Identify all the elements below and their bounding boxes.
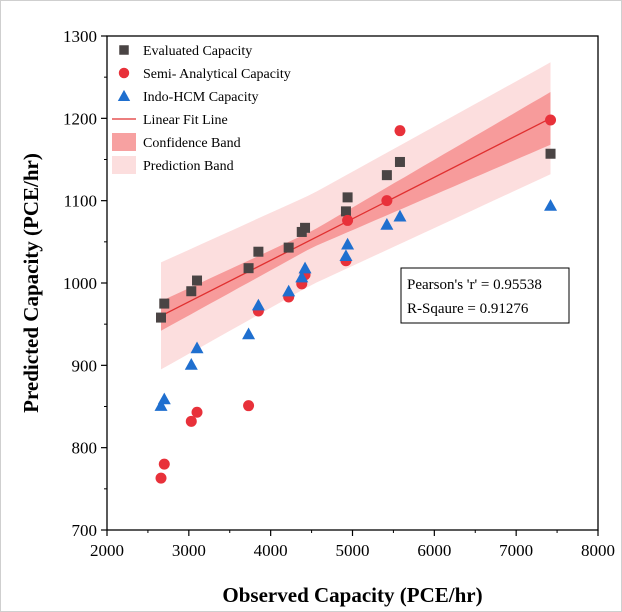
data-point-triangle	[190, 341, 204, 354]
data-point-circle	[191, 406, 203, 418]
legend-evaluated-capacity: Evaluated Capacity	[119, 44, 252, 59]
x-tick-label: 2000	[90, 541, 124, 560]
data-point-triangle	[282, 284, 296, 297]
y-tick-label: 800	[72, 439, 98, 458]
data-point-triangle	[544, 199, 558, 211]
data-point-square	[342, 192, 353, 203]
data-points-layer	[154, 114, 558, 484]
x-tick-label: 4000	[254, 541, 288, 560]
x-tick-label: 8000	[581, 541, 615, 560]
data-point-triangle	[242, 327, 256, 340]
legend-symbol	[119, 45, 129, 55]
x-axis-title: Observed Capacity (PCE/hr)	[222, 583, 482, 607]
legend-symbol	[117, 89, 131, 101]
data-point-circle	[394, 125, 406, 137]
legend-linear-fit-line: Linear Fit Line	[112, 113, 228, 128]
legend-semi-analytical-capacity: Semi- Analytical Capacity	[118, 67, 291, 82]
legend-label: Linear Fit Line	[143, 113, 228, 128]
data-point-square	[159, 298, 170, 309]
legend-label: Prediction Band	[143, 159, 234, 174]
data-point-triangle	[184, 358, 198, 370]
data-point-square	[283, 242, 294, 253]
y-axis-ticks: 700 800 900 1000 1100 1200 1300	[63, 27, 107, 540]
data-point-circle	[342, 214, 354, 226]
linear-fit-line	[160, 117, 551, 317]
y-tick-label: 1000	[63, 274, 97, 293]
legend-label: Confidence Band	[143, 136, 241, 151]
data-point-square	[253, 246, 264, 257]
data-point-triangle	[157, 392, 171, 405]
data-point-triangle	[154, 399, 168, 411]
data-point-square	[156, 312, 167, 323]
data-point-circle	[155, 472, 167, 484]
x-tick-label: 6000	[417, 541, 451, 560]
legend-symbol	[112, 133, 136, 151]
legend-label: Indo-HCM Capacity	[143, 90, 258, 105]
legend-label: Evaluated Capacity	[143, 44, 252, 59]
data-point-triangle	[393, 209, 407, 222]
y-tick-label: 900	[72, 356, 98, 375]
data-point-square	[340, 206, 351, 217]
x-tick-label: 7000	[499, 541, 533, 560]
data-point-triangle	[251, 298, 265, 311]
data-point-square	[394, 156, 405, 167]
legend-symbol	[112, 156, 136, 174]
y-tick-label: 1300	[63, 27, 97, 46]
stats-box: Pearson's 'r' = 0.95538 R-Sqaure = 0.912…	[400, 267, 570, 324]
data-point-square	[192, 275, 203, 286]
data-point-square	[381, 170, 392, 181]
confidence-band	[161, 92, 551, 331]
legend-label: Semi- Analytical Capacity	[143, 67, 291, 82]
data-point-circle	[185, 415, 197, 427]
data-point-triangle	[380, 218, 394, 230]
data-point-square	[186, 286, 197, 297]
data-point-square	[300, 222, 311, 233]
y-axis-title: Predicted Capacity (PCE/hr)	[19, 153, 43, 413]
data-point-triangle	[339, 249, 353, 262]
data-point-circle	[158, 458, 170, 470]
legend-prediction-band: Prediction Band	[112, 156, 234, 174]
data-point-circle	[381, 195, 393, 207]
bands-layer	[160, 62, 551, 370]
y-tick-label: 1200	[63, 109, 97, 128]
data-point-square	[243, 263, 254, 274]
r-square-text: R-Sqaure = 0.91276	[407, 301, 529, 317]
stats-box-border	[400, 267, 570, 324]
legend-symbol	[118, 67, 130, 79]
x-tick-label: 3000	[172, 541, 206, 560]
data-point-square	[545, 148, 556, 159]
legend: Evaluated Capacity Semi- Analytical Capac…	[112, 44, 291, 174]
legend-indo-hcm-capacity: Indo-HCM Capacity	[117, 89, 258, 105]
data-point-triangle	[341, 237, 355, 250]
x-axis-ticks: 2000 3000 4000 5000 6000 7000 8000	[90, 530, 615, 560]
data-point-triangle	[298, 261, 312, 274]
legend-confidence-band: Confidence Band	[112, 133, 241, 151]
y-tick-label: 1100	[64, 192, 97, 211]
axes-layer: 2000 3000 4000 5000 6000 7000 8000 700 800 900 10…	[63, 27, 615, 560]
data-point-triangle	[295, 270, 309, 283]
y-tick-label: 700	[72, 521, 98, 540]
data-point-circle	[545, 114, 557, 126]
x-tick-label: 5000	[336, 541, 370, 560]
pearson-r-text: Pearson's 'r' = 0.95538	[407, 277, 542, 293]
data-point-circle	[243, 400, 255, 412]
